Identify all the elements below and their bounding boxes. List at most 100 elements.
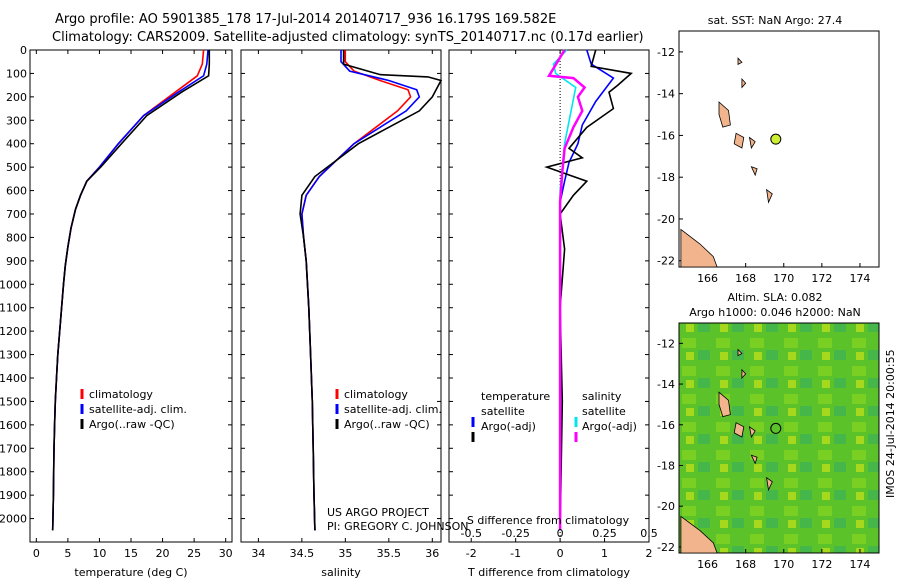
temperature-panel xyxy=(29,49,233,543)
s-tick-label: -0.25 xyxy=(501,527,529,540)
legend-label: satellite-adj. clim. xyxy=(89,403,187,416)
y-tick-label: 600 xyxy=(6,185,27,198)
series-line xyxy=(51,49,205,531)
map-y-tick-label: -20 xyxy=(657,213,675,226)
x-tick-label: 30 xyxy=(219,547,233,560)
y-tick-label: 500 xyxy=(6,161,27,174)
island-shape xyxy=(741,368,747,380)
y-tick-label: 1100 xyxy=(0,302,27,315)
x-tick-label: 25 xyxy=(187,547,201,560)
map-y-tick-label: -18 xyxy=(657,171,675,184)
map-x-tick-label: 170 xyxy=(773,272,794,285)
island-shape xyxy=(737,348,743,357)
y-tick-label: 700 xyxy=(6,208,27,221)
series-line xyxy=(544,49,633,531)
map-x-tick-label: 166 xyxy=(697,558,718,571)
island-shape xyxy=(737,57,743,66)
x-tick-label: 34 xyxy=(251,547,265,560)
sst-map-panel xyxy=(678,30,880,268)
y-tick-label: 100 xyxy=(6,67,27,80)
map-y-tick-label: -22 xyxy=(657,541,675,554)
map-y-tick-label: -14 xyxy=(657,378,675,391)
y-tick-label: 1700 xyxy=(0,442,27,455)
legend-label: satellite-adj. clim. xyxy=(344,403,442,416)
x-tick-label: -1 xyxy=(510,547,521,560)
annotation-project: US ARGO PROJECT xyxy=(327,506,429,519)
legend-label: Argo(-adj) xyxy=(481,420,536,433)
sla-map-panel xyxy=(678,322,880,554)
sst-map-title: sat. SST: NaN Argo: 27.4 xyxy=(708,14,842,27)
x-tick-label: 1 xyxy=(601,547,608,560)
y-tick-label: 0 xyxy=(20,44,27,57)
island-shape xyxy=(766,188,773,204)
y-tick-label: 1900 xyxy=(0,489,27,502)
map-x-tick-label: 172 xyxy=(811,558,832,571)
map-x-tick-label: 170 xyxy=(773,558,794,571)
x-axis-label: T difference from climatology xyxy=(467,566,630,579)
island-shape xyxy=(733,422,745,438)
y-tick-label: 2000 xyxy=(0,513,27,526)
island-shape xyxy=(718,101,731,128)
y-tick-label: 1200 xyxy=(0,325,27,338)
x-tick-label: 20 xyxy=(156,547,170,560)
sla-map-subtitle: Argo h1000: 0.046 h2000: NaN xyxy=(689,306,861,319)
sla-map-title: Altim. SLA: 0.082 xyxy=(727,291,822,304)
s-tick-label: 0.5 xyxy=(640,527,658,540)
s-tick-label: -0.5 xyxy=(460,527,481,540)
map-y-tick-label: -20 xyxy=(657,500,675,513)
island-shape xyxy=(680,228,718,268)
y-tick-label: 1400 xyxy=(0,372,27,385)
island-shape xyxy=(750,454,758,465)
y-tick-label: 300 xyxy=(6,114,27,127)
title-line-1: Argo profile: AO 5901385_178 17-Jul-2014… xyxy=(55,12,557,27)
x-tick-label: 35 xyxy=(338,547,352,560)
float-position-marker xyxy=(770,422,782,434)
series-line xyxy=(51,49,209,531)
map-x-tick-label: 174 xyxy=(849,558,870,571)
map-x-tick-label: 168 xyxy=(735,272,756,285)
y-tick-label: 1500 xyxy=(0,395,27,408)
x-tick-label: 5 xyxy=(64,547,71,560)
map-x-tick-label: 168 xyxy=(735,558,756,571)
s-axis-label: S difference from climatology xyxy=(467,514,630,527)
series-line xyxy=(299,50,443,531)
island-shape xyxy=(718,391,731,418)
y-tick-label: 1800 xyxy=(0,466,27,479)
legend-label: Argo(..raw -QC) xyxy=(344,418,430,431)
map-y-tick-label: -22 xyxy=(657,255,675,268)
x-tick-label: 2 xyxy=(646,547,653,560)
legend-label: climatology xyxy=(89,388,153,401)
island-shape xyxy=(748,136,756,150)
float-position-marker xyxy=(770,133,782,145)
y-tick-label: 1300 xyxy=(0,349,27,362)
series-line xyxy=(301,50,412,531)
imos-timestamp: IMOS 24-Jul-2014 20:00:55 xyxy=(884,349,897,498)
map-y-tick-label: -12 xyxy=(657,337,675,350)
island-shape xyxy=(733,132,745,149)
map-x-tick-label: 166 xyxy=(697,272,718,285)
series-line xyxy=(546,49,587,531)
y-tick-label: 800 xyxy=(6,231,27,244)
legend-label: salinity xyxy=(582,390,622,403)
s-tick-label: 0 xyxy=(557,527,564,540)
x-tick-label: 0 xyxy=(33,547,40,560)
legend-label: temperature xyxy=(481,390,550,403)
x-axis-label: temperature (deg C) xyxy=(74,566,187,579)
x-axis-label: salinity xyxy=(321,566,361,579)
x-tick-label: 10 xyxy=(92,547,106,560)
legend-label: Argo(-adj) xyxy=(582,420,637,433)
island-shape xyxy=(680,515,718,554)
map-y-tick-label: -12 xyxy=(657,46,675,59)
x-tick-label: 36 xyxy=(425,547,439,560)
annotation-pi: PI: GREGORY C. JOHNSON xyxy=(327,520,468,533)
legend-label: satellite xyxy=(481,405,525,418)
x-tick-label: 15 xyxy=(124,547,138,560)
map-y-tick-label: -14 xyxy=(657,88,675,101)
series-line xyxy=(51,50,211,531)
map-x-tick-label: 174 xyxy=(849,272,870,285)
x-tick-label: 0 xyxy=(557,547,564,560)
series-line xyxy=(301,50,421,531)
y-tick-label: 900 xyxy=(6,255,27,268)
title-line-2: Climatology: CARS2009. Satellite-adjuste… xyxy=(52,30,644,45)
y-tick-label: 1600 xyxy=(0,419,27,432)
